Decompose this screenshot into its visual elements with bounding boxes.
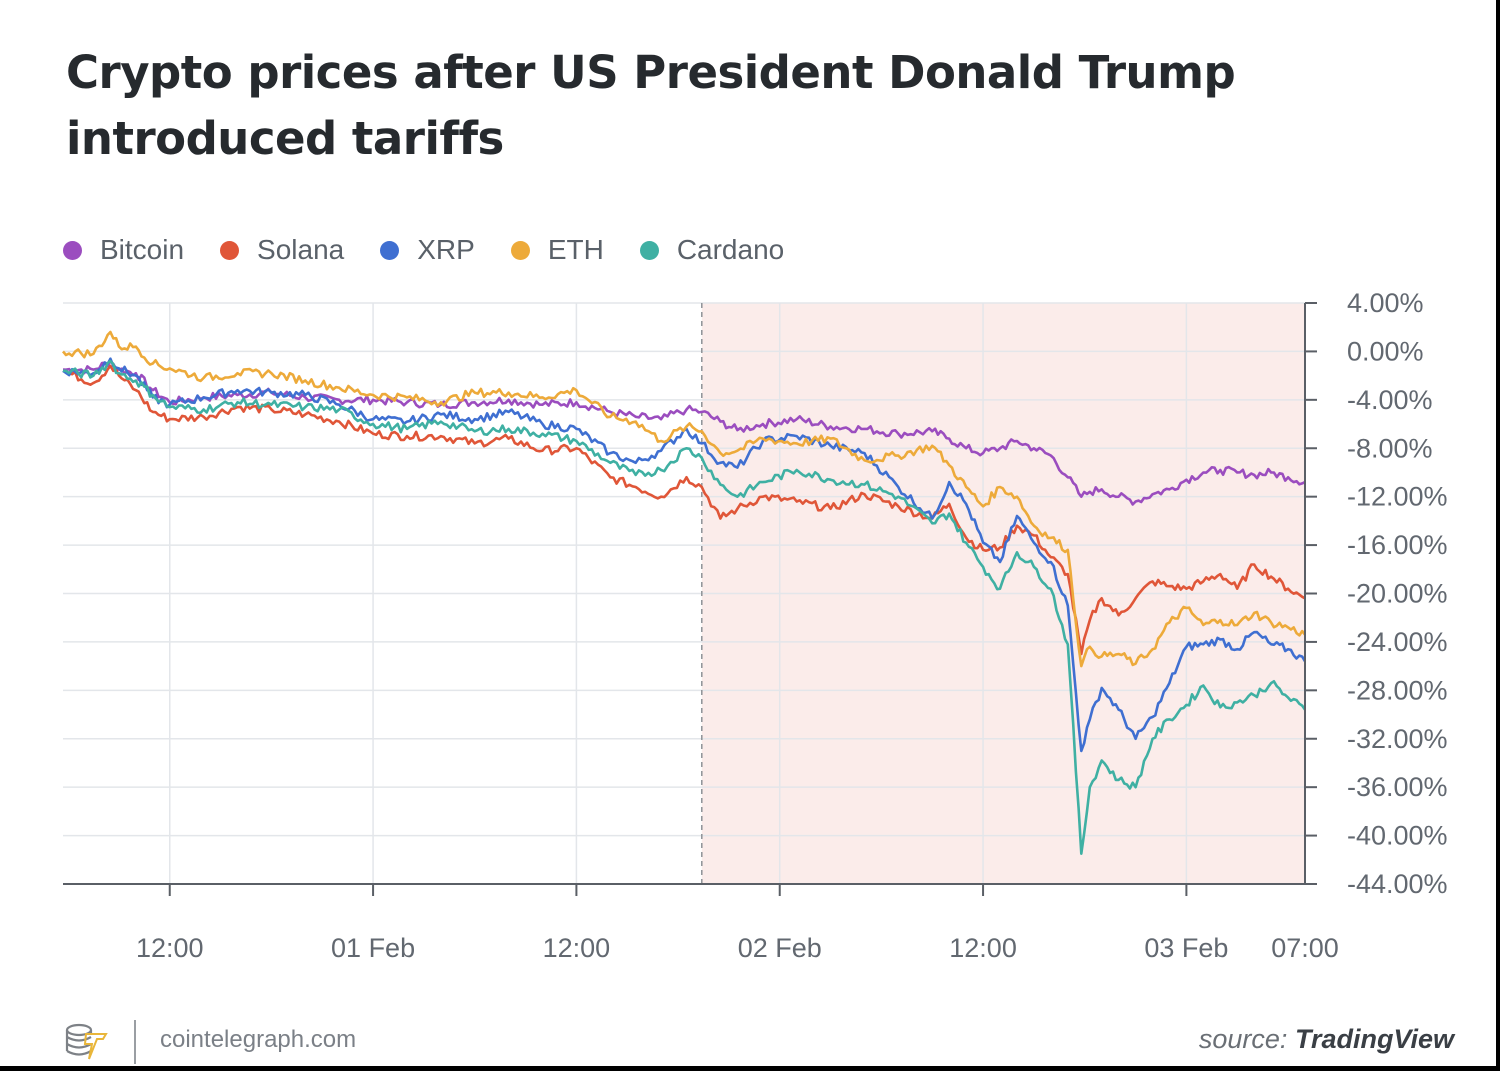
y-tick-label: -28.00% xyxy=(1347,675,1448,705)
legend-marker-solana xyxy=(220,240,240,260)
legend-marker-xrp xyxy=(380,240,400,260)
source-name: TradingView xyxy=(1294,1024,1454,1054)
series-line-cardano xyxy=(63,359,1307,856)
legend-item-cardano[interactable]: Cardano xyxy=(639,234,785,266)
legend-marker-eth xyxy=(510,240,530,260)
y-tick-label: 4.00% xyxy=(1347,288,1424,318)
legend-label-cardano: Cardano xyxy=(676,234,785,265)
y-tick-label: -24.00% xyxy=(1347,627,1448,657)
y-tick-label: -4.00% xyxy=(1347,385,1433,415)
x-tick-label: 03 Feb xyxy=(1144,933,1228,963)
series-line-eth xyxy=(62,330,1307,668)
x-tick-label: 12:00 xyxy=(949,933,1017,963)
x-tick-label: 07:00 xyxy=(1271,933,1339,963)
x-tick-label: 02 Feb xyxy=(738,933,822,963)
cointelegraph-logo-icon xyxy=(65,1023,108,1060)
y-tick-label: -20.00% xyxy=(1347,579,1448,609)
legend-label-eth: ETH xyxy=(547,234,604,265)
legend-marker-bitcoin xyxy=(63,240,82,260)
y-tick-label: -8.00% xyxy=(1347,433,1433,463)
line-chart: 4.00% 0.00% -4.00% -8.00% -12.00% -16.00% -20.… xyxy=(62,288,1448,963)
legend-label-solana: Solana xyxy=(257,234,345,265)
legend-item-bitcoin[interactable]: Bitcoin xyxy=(63,234,184,266)
legend: Bitcoin Solana XRP ETH Cardano xyxy=(63,234,820,266)
y-tick-label: -16.00% xyxy=(1347,530,1448,560)
y-tick-label: -40.00% xyxy=(1347,821,1448,851)
y-tick-label: -32.00% xyxy=(1347,724,1448,754)
footer-source: source: TradingView xyxy=(1199,1024,1454,1055)
series-line-xrp xyxy=(62,357,1307,753)
x-tick-label: 01 Feb xyxy=(331,933,415,963)
y-tick-label: -12.00% xyxy=(1347,482,1448,512)
legend-marker-cardano xyxy=(639,240,659,260)
y-tick-label: -44.00% xyxy=(1347,869,1448,899)
x-tick-label: 12:00 xyxy=(543,933,611,963)
source-prefix: source: xyxy=(1198,1024,1288,1054)
y-tick-label: 0.00% xyxy=(1347,336,1424,366)
legend-item-solana[interactable]: Solana xyxy=(220,234,344,266)
footer-separator xyxy=(134,1020,136,1064)
legend-label-xrp: XRP xyxy=(417,234,475,265)
footer-site-link[interactable]: cointelegraph.com xyxy=(160,1026,357,1053)
legend-item-eth[interactable]: ETH xyxy=(510,234,604,266)
y-tick-label: -36.00% xyxy=(1347,772,1448,802)
x-tick-label: 12:00 xyxy=(136,933,204,963)
legend-label-bitcoin: Bitcoin xyxy=(100,234,185,265)
legend-item-xrp[interactable]: XRP xyxy=(380,234,475,266)
chart-title: Crypto prices after US President Donald … xyxy=(66,46,1236,165)
series-line-solana xyxy=(62,364,1306,656)
